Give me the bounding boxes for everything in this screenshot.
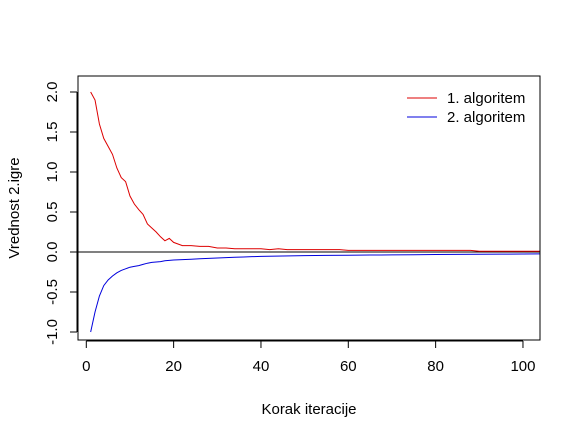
y-tick-label: -1.0: [44, 319, 61, 345]
y-tick-label: 0.5: [44, 202, 61, 223]
x-tick-label: 100: [510, 358, 535, 375]
plot-frame: [77, 75, 541, 341]
legend-label-series-2: 2. algoritem: [447, 109, 525, 126]
y-tick-label: 2.0: [44, 82, 61, 103]
x-tick-label: 40: [253, 358, 270, 375]
x-tick-label: 0: [82, 358, 90, 375]
series-line-1: [90, 91, 540, 252]
y-axis-title: Vrednost 2.igre: [6, 157, 23, 258]
y-tick-label: 1.0: [44, 162, 61, 183]
series-line-2: [90, 253, 540, 333]
y-tick-label: 1.5: [44, 122, 61, 143]
y-tick-label: 0.0: [44, 242, 61, 263]
x-axis-title: Korak iteracije: [261, 401, 356, 418]
x-tick-label: 60: [340, 358, 357, 375]
x-tick-label: 80: [427, 358, 444, 375]
legend: 1. algoritem 2. algoritem: [407, 90, 525, 126]
y-tick-label: -0.5: [44, 279, 61, 305]
legend-label-series-1: 1. algoritem: [447, 90, 525, 107]
x-tick-label: 20: [165, 358, 182, 375]
